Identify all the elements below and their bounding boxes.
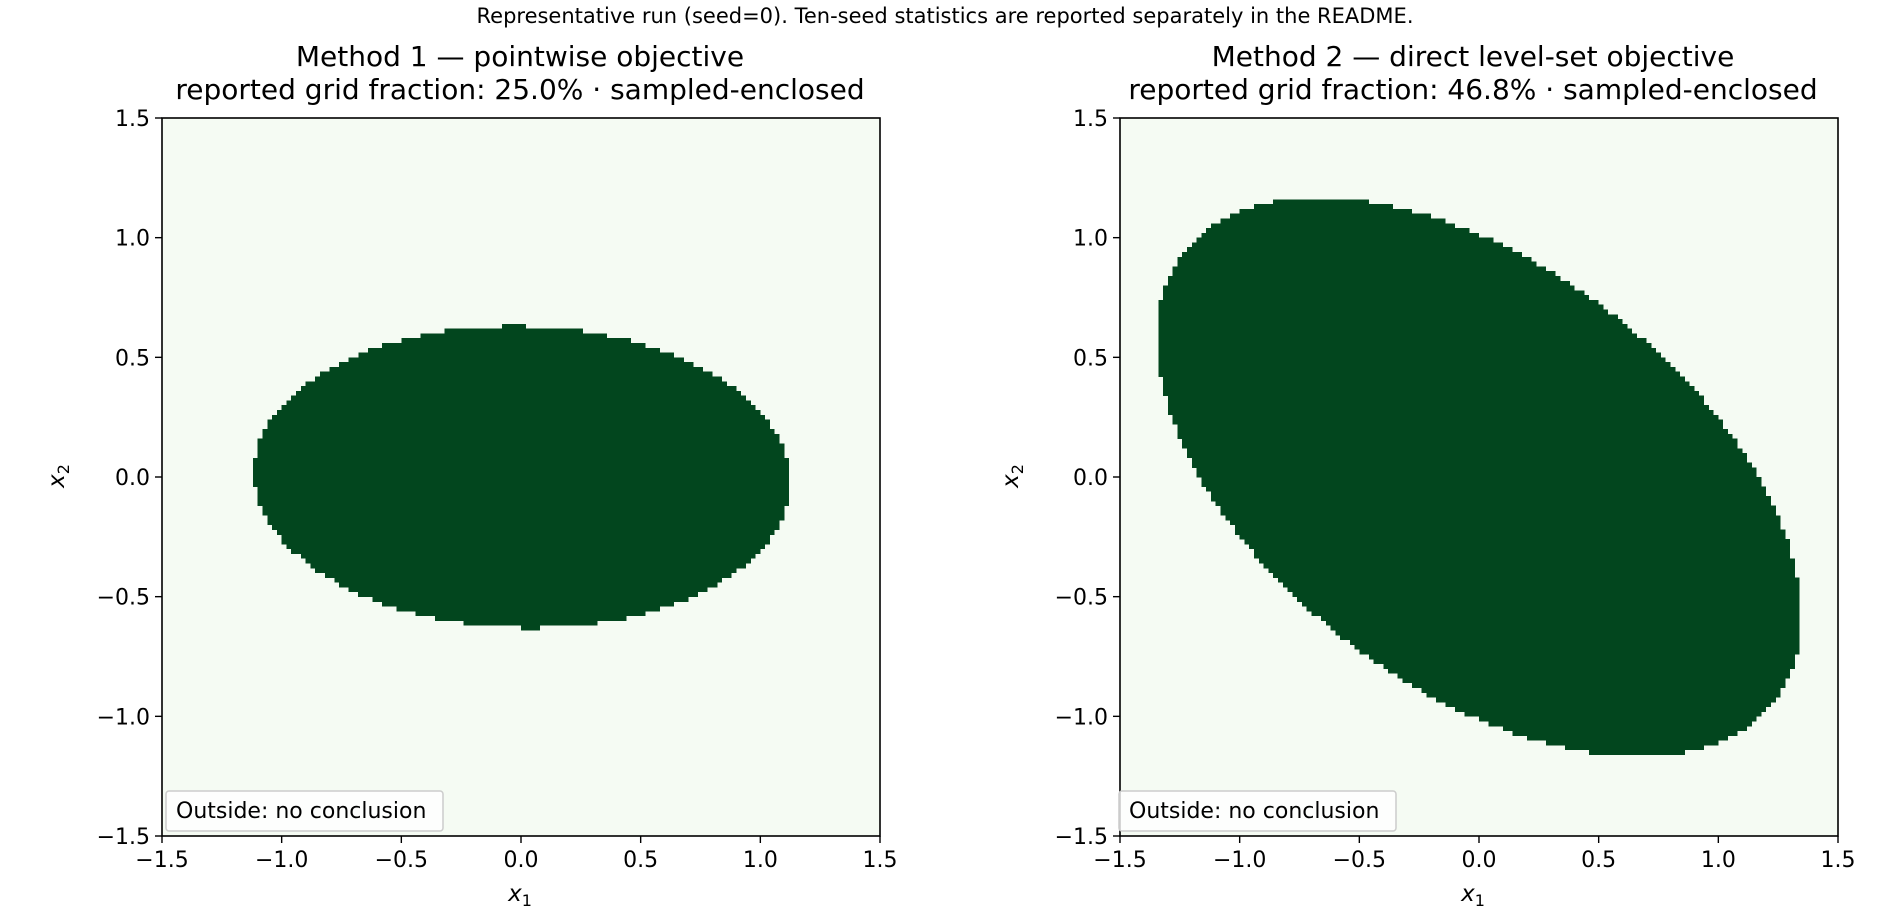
y-axis-label: x2 [44, 464, 73, 489]
x-tick-label: 1.5 [863, 848, 898, 873]
x-tick-label: 0.0 [1462, 848, 1497, 873]
y-tick-label: 0.5 [115, 346, 150, 371]
x-tick-label: 0.5 [1581, 848, 1616, 873]
y-tick-label: −1.5 [97, 825, 150, 850]
inside-region [252, 323, 790, 631]
y-axis-ticks: −1.5 −1.0 −0.5 0.0 0.5 1.0 1.5 [97, 107, 162, 850]
legend-frame [165, 790, 444, 832]
y-tick-label: −1.5 [1055, 825, 1108, 850]
y-tick-label: 0.5 [1073, 346, 1108, 371]
legend-frame [1118, 790, 1397, 832]
chart-subtitle: reported grid fraction: 46.8% · sampled-… [1128, 73, 1817, 106]
legend-label: Outside: no conclusion [1129, 799, 1379, 824]
x-tick-label: 0.0 [504, 848, 539, 873]
legend-box: Outside: no conclusion [1118, 790, 1397, 832]
x-tick-label: 0.5 [623, 848, 658, 873]
plot-area [1119, 117, 1839, 837]
chart-title: Method 1 — pointwise objective [296, 40, 744, 73]
y-tick-label: −1.0 [1055, 705, 1108, 730]
x-axis-label: x1 [1460, 881, 1485, 909]
x-tick-label: 1.0 [743, 848, 778, 873]
chart-title: Method 2 — direct level-set objective [1212, 40, 1735, 73]
x-tick-label: 1.5 [1821, 848, 1856, 873]
inside-region [1158, 199, 1800, 755]
chart-panel-method-1: Method 1 — pointwise objective reported … [44, 40, 898, 909]
x-tick-label: 1.0 [1701, 848, 1736, 873]
x-tick-label: −1.0 [1213, 848, 1266, 873]
y-tick-label: 0.0 [115, 466, 150, 491]
figure-caption: Representative run (seed=0). Ten-seed st… [476, 4, 1414, 28]
y-tick-label: 0.0 [1073, 466, 1108, 491]
x-tick-label: −1.5 [135, 848, 188, 873]
y-tick-label: −0.5 [97, 586, 150, 611]
x-axis-ticks: −1.5 −1.0 −0.5 0.0 0.5 1.0 1.5 [135, 836, 898, 873]
x-tick-label: −0.5 [1333, 848, 1386, 873]
x-tick-label: −0.5 [375, 848, 428, 873]
legend-label: Outside: no conclusion [176, 799, 426, 824]
x-axis-label: x1 [507, 881, 532, 909]
x-tick-label: −1.0 [255, 848, 308, 873]
legend-box: Outside: no conclusion [165, 790, 444, 832]
chart-subtitle: reported grid fraction: 25.0% · sampled-… [175, 73, 864, 106]
y-tick-label: 1.0 [1073, 227, 1108, 252]
y-tick-label: −1.0 [97, 705, 150, 730]
y-axis-ticks: −1.5 −1.0 −0.5 0.0 0.5 1.0 1.5 [1055, 107, 1120, 850]
y-axis-label: x2 [998, 464, 1027, 489]
y-tick-label: 1.5 [115, 107, 150, 132]
x-axis-ticks: −1.5 −1.0 −0.5 0.0 0.5 1.0 1.5 [1093, 836, 1856, 873]
y-tick-label: 1.0 [115, 227, 150, 252]
x-tick-label: −1.5 [1093, 848, 1146, 873]
y-tick-label: −0.5 [1055, 586, 1108, 611]
y-tick-label: 1.5 [1073, 107, 1108, 132]
plot-area [161, 117, 881, 837]
